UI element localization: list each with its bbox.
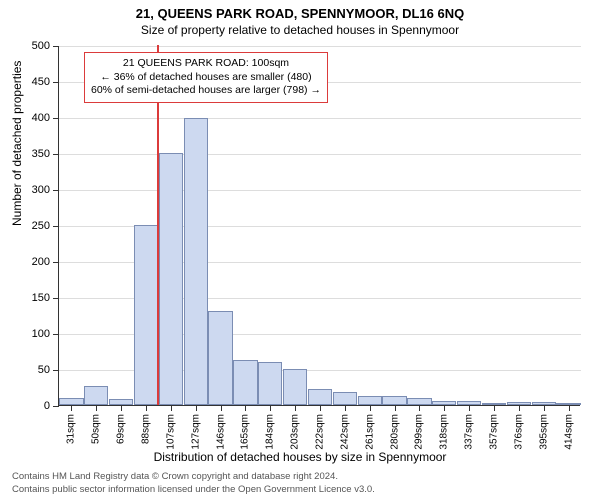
x-tick-label: 395sqm bbox=[538, 414, 549, 450]
x-tick bbox=[519, 405, 520, 411]
footer-line1: Contains HM Land Registry data © Crown c… bbox=[12, 471, 375, 483]
x-tick-label: 337sqm bbox=[464, 414, 475, 450]
x-tick bbox=[146, 405, 147, 411]
bar bbox=[159, 153, 183, 405]
y-tick-label: 500 bbox=[20, 40, 50, 52]
y-tick bbox=[53, 226, 59, 227]
y-tick-label: 0 bbox=[20, 400, 50, 412]
x-tick bbox=[569, 405, 570, 411]
y-tick-label: 350 bbox=[20, 148, 50, 160]
x-tick bbox=[320, 405, 321, 411]
x-tick bbox=[96, 405, 97, 411]
x-tick-label: 69sqm bbox=[116, 414, 127, 444]
x-tick bbox=[71, 405, 72, 411]
annotation-line1: 21 QUEENS PARK ROAD: 100sqm bbox=[91, 57, 321, 71]
x-tick bbox=[270, 405, 271, 411]
y-tick-label: 50 bbox=[20, 364, 50, 376]
annotation-line2: ← 36% of detached houses are smaller (48… bbox=[91, 71, 321, 85]
footer-line2: Contains public sector information licen… bbox=[12, 484, 375, 496]
gridline bbox=[59, 46, 581, 47]
x-tick-label: 261sqm bbox=[364, 414, 375, 450]
y-tick-label: 300 bbox=[20, 184, 50, 196]
x-tick-label: 318sqm bbox=[439, 414, 450, 450]
x-axis-label: Distribution of detached houses by size … bbox=[0, 450, 600, 464]
x-tick-label: 184sqm bbox=[265, 414, 276, 450]
y-tick bbox=[53, 46, 59, 47]
x-tick-label: 127sqm bbox=[190, 414, 201, 450]
y-tick bbox=[53, 190, 59, 191]
x-tick-label: 50sqm bbox=[91, 414, 102, 444]
x-tick bbox=[245, 405, 246, 411]
x-tick bbox=[395, 405, 396, 411]
x-tick-label: 146sqm bbox=[215, 414, 226, 450]
gridline bbox=[59, 118, 581, 119]
x-tick-label: 165sqm bbox=[240, 414, 251, 450]
x-tick bbox=[221, 405, 222, 411]
x-tick-label: 222sqm bbox=[315, 414, 326, 450]
x-tick bbox=[370, 405, 371, 411]
x-tick bbox=[544, 405, 545, 411]
gridline bbox=[59, 154, 581, 155]
x-tick bbox=[196, 405, 197, 411]
bar bbox=[308, 389, 332, 405]
x-tick bbox=[171, 405, 172, 411]
y-tick-label: 450 bbox=[20, 76, 50, 88]
gridline bbox=[59, 190, 581, 191]
bar bbox=[358, 396, 382, 405]
x-tick-label: 414sqm bbox=[563, 414, 574, 450]
x-tick bbox=[419, 405, 420, 411]
x-tick-label: 242sqm bbox=[339, 414, 350, 450]
y-tick-label: 250 bbox=[20, 220, 50, 232]
y-tick-label: 100 bbox=[20, 328, 50, 340]
y-tick bbox=[53, 298, 59, 299]
footer: Contains HM Land Registry data © Crown c… bbox=[12, 471, 375, 496]
y-tick bbox=[53, 154, 59, 155]
bar bbox=[283, 369, 307, 405]
x-tick-label: 357sqm bbox=[489, 414, 500, 450]
x-tick bbox=[345, 405, 346, 411]
x-tick-label: 31sqm bbox=[66, 414, 77, 444]
bar bbox=[407, 398, 431, 405]
bar bbox=[382, 396, 406, 405]
y-tick-label: 400 bbox=[20, 112, 50, 124]
chart-title: 21, QUEENS PARK ROAD, SPENNYMOOR, DL16 6… bbox=[0, 0, 600, 21]
annotation-box: 21 QUEENS PARK ROAD: 100sqm ← 36% of det… bbox=[84, 52, 328, 103]
x-tick bbox=[295, 405, 296, 411]
bar bbox=[233, 360, 257, 405]
y-tick bbox=[53, 406, 59, 407]
x-tick-label: 376sqm bbox=[513, 414, 524, 450]
y-tick bbox=[53, 370, 59, 371]
y-tick bbox=[53, 118, 59, 119]
y-tick-label: 200 bbox=[20, 256, 50, 268]
x-tick bbox=[121, 405, 122, 411]
y-tick-label: 150 bbox=[20, 292, 50, 304]
x-tick-label: 299sqm bbox=[414, 414, 425, 450]
bar bbox=[333, 392, 357, 405]
x-tick-label: 280sqm bbox=[389, 414, 400, 450]
x-tick-label: 107sqm bbox=[165, 414, 176, 450]
x-tick-label: 203sqm bbox=[290, 414, 301, 450]
bar bbox=[134, 225, 158, 405]
y-tick bbox=[53, 262, 59, 263]
bar bbox=[208, 311, 232, 405]
bar bbox=[258, 362, 282, 405]
chart-area: 05010015020025030035040045050031sqm50sqm… bbox=[58, 46, 580, 406]
bar bbox=[84, 386, 108, 405]
x-tick bbox=[494, 405, 495, 411]
bar bbox=[184, 118, 208, 405]
chart-subtitle: Size of property relative to detached ho… bbox=[0, 21, 600, 37]
bar bbox=[59, 398, 83, 405]
x-tick bbox=[444, 405, 445, 411]
x-tick bbox=[469, 405, 470, 411]
y-tick bbox=[53, 82, 59, 83]
y-tick bbox=[53, 334, 59, 335]
x-tick-label: 88sqm bbox=[141, 414, 152, 444]
annotation-line3: 60% of semi-detached houses are larger (… bbox=[91, 84, 321, 98]
